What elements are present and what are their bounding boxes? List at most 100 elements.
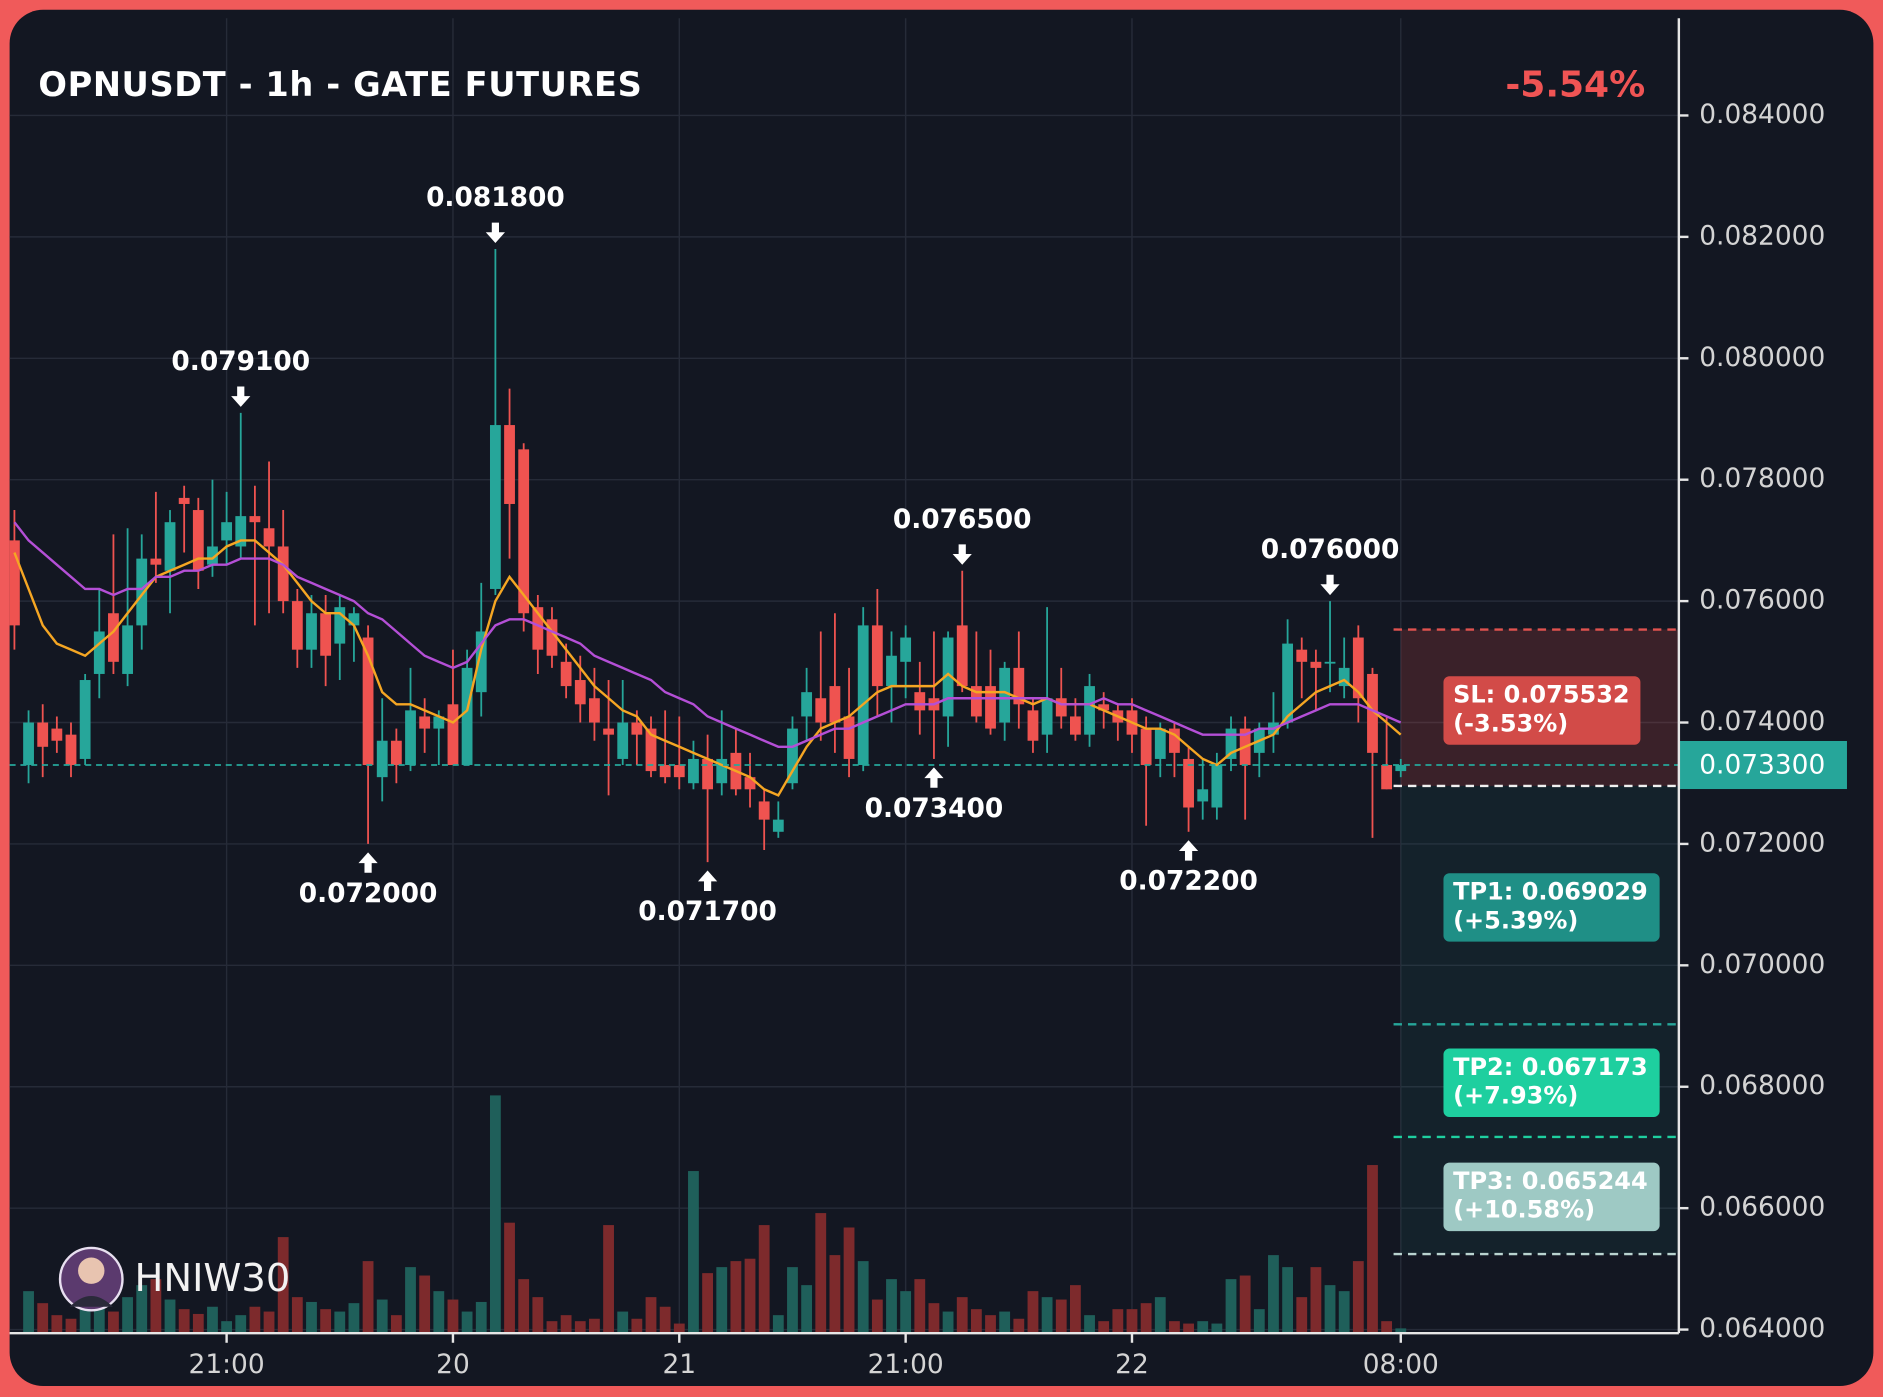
volume-bar xyxy=(1367,1165,1378,1334)
volume-bar xyxy=(79,1297,91,1334)
volume-bar xyxy=(447,1299,459,1334)
volume-bar xyxy=(1041,1297,1053,1334)
volume-bar xyxy=(1225,1279,1237,1334)
candle-body xyxy=(970,686,982,717)
volume-bar xyxy=(744,1258,756,1334)
candle-body xyxy=(1027,710,1039,741)
candle-body xyxy=(886,655,897,687)
candle-body xyxy=(9,540,20,626)
level-change: (-3.53%) xyxy=(1453,709,1568,737)
candle-body xyxy=(249,516,261,523)
volume-bar xyxy=(192,1313,204,1334)
candle-body xyxy=(79,680,91,759)
candle-body xyxy=(334,607,346,644)
candle-body xyxy=(956,625,968,687)
candle-body xyxy=(829,686,841,723)
volume-layer xyxy=(23,1095,1407,1334)
candle-body xyxy=(1381,765,1393,790)
high-arrow xyxy=(952,544,972,565)
volume-bar xyxy=(645,1297,657,1334)
y-tick-label: 0.076000 xyxy=(1699,585,1825,616)
volume-bar xyxy=(1013,1318,1025,1334)
volume-bar xyxy=(829,1255,841,1334)
candle-body xyxy=(277,546,289,602)
volume-bar xyxy=(970,1309,982,1334)
candle-body xyxy=(631,722,643,735)
volume-bar xyxy=(659,1306,671,1334)
y-tick-label: 0.070000 xyxy=(1699,949,1825,980)
candle-body xyxy=(447,704,459,766)
level-box xyxy=(1443,1162,1660,1232)
volume-bar xyxy=(1069,1285,1081,1334)
low-label: 0.072000 xyxy=(299,878,438,909)
high-label: 0.076500 xyxy=(893,504,1032,535)
level-box xyxy=(1443,1048,1660,1118)
volume-bar xyxy=(787,1267,798,1334)
volume-bar xyxy=(93,1299,105,1334)
high-label: 0.076000 xyxy=(1261,534,1400,565)
level-box xyxy=(1443,873,1660,942)
volume-bar xyxy=(376,1299,388,1334)
candle-body xyxy=(291,601,303,650)
volume-bar xyxy=(489,1095,501,1334)
candle-body xyxy=(1013,667,1025,705)
x-tick-label: 21 xyxy=(662,1349,696,1380)
y-tick-label: 0.080000 xyxy=(1699,342,1825,373)
low-label: 0.073400 xyxy=(865,793,1004,824)
candle-body xyxy=(1041,698,1053,735)
low-label: 0.071700 xyxy=(638,896,777,927)
low-arrow xyxy=(358,852,378,873)
level-change: (+7.93%) xyxy=(1453,1082,1578,1110)
volume-bar xyxy=(1395,1328,1407,1334)
panel xyxy=(9,9,1874,1387)
candle-body xyxy=(589,698,600,723)
volume-bar xyxy=(23,1291,34,1334)
candle-body xyxy=(489,425,501,589)
candle-body xyxy=(942,637,954,717)
volume-bar xyxy=(235,1315,247,1334)
volume-bar xyxy=(1183,1323,1194,1334)
volume-bar xyxy=(263,1311,275,1334)
y-tick-label: 0.074000 xyxy=(1699,706,1825,737)
candle-body xyxy=(164,522,176,571)
volume-bar xyxy=(589,1318,600,1334)
volume-bar xyxy=(801,1285,813,1334)
candle-body xyxy=(871,625,883,687)
volume-bar xyxy=(164,1299,176,1334)
volume-bar xyxy=(1338,1291,1350,1334)
volume-bar xyxy=(1084,1315,1095,1334)
candle-body xyxy=(843,716,855,759)
volume-bar xyxy=(122,1297,133,1334)
y-tick-label: 0.072000 xyxy=(1699,827,1825,858)
volume-bar xyxy=(999,1311,1011,1334)
candle-body xyxy=(772,819,784,832)
candle-body xyxy=(320,613,332,656)
volume-bar xyxy=(433,1291,445,1334)
volume-bar xyxy=(617,1311,629,1334)
candle-body xyxy=(758,801,770,820)
candle-body xyxy=(1324,661,1336,664)
volume-bar xyxy=(758,1225,770,1334)
candle-body xyxy=(1367,673,1378,753)
candle-body xyxy=(235,516,247,547)
volume-bar xyxy=(985,1315,996,1334)
volume-bar xyxy=(1253,1309,1265,1334)
volume-bar xyxy=(334,1311,346,1334)
volume-bar xyxy=(504,1222,515,1334)
x-tick-label: 21:00 xyxy=(189,1349,265,1380)
volume-bar xyxy=(405,1267,416,1334)
candle-body xyxy=(37,722,49,747)
high-arrow xyxy=(1320,574,1340,596)
candle-body xyxy=(801,692,813,717)
candle-body xyxy=(136,558,148,626)
candle-body xyxy=(1310,661,1322,668)
volume-bar xyxy=(560,1315,572,1334)
candle-body xyxy=(1183,758,1194,808)
candle-body xyxy=(23,722,34,766)
candle-body xyxy=(1211,765,1223,808)
volume-bar xyxy=(702,1273,713,1334)
volume-bar xyxy=(1352,1261,1364,1334)
volume-bar xyxy=(900,1291,912,1334)
